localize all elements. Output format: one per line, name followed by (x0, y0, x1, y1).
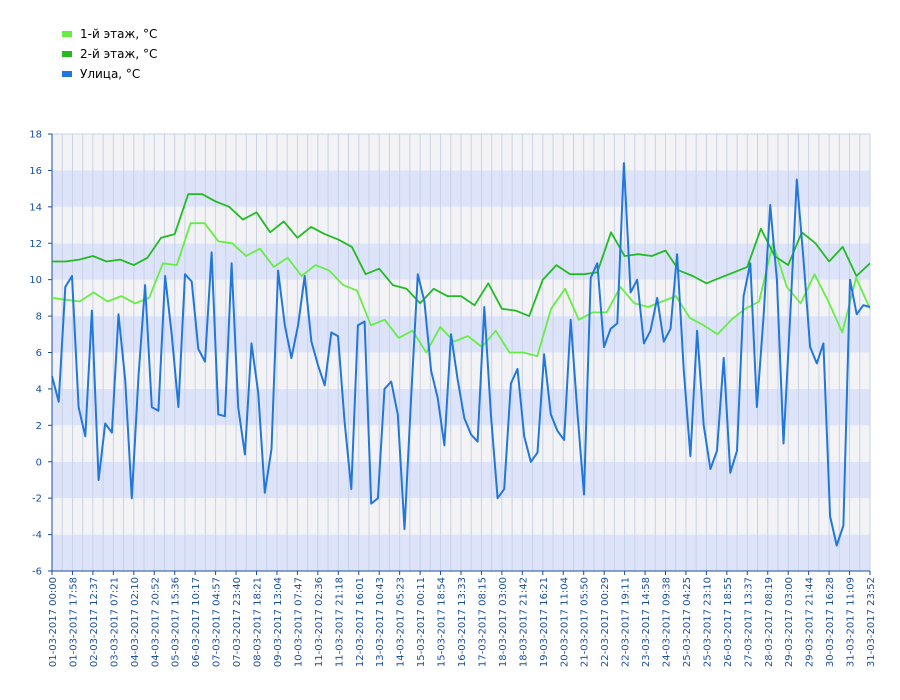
legend-label: 1-й этаж, °C (80, 27, 157, 41)
series-line-3 (51, 162, 871, 547)
x-tick-label: 05-03-2017 15:36 (171, 577, 182, 667)
x-tick-label: 02-03-2017 12:37 (89, 577, 100, 667)
x-tick-label: 06-03-2017 10:17 (191, 577, 202, 667)
x-tick-label: 28-03-2017 08:19 (764, 577, 775, 667)
x-tick-label: 12-03-2017 16:01 (355, 577, 366, 667)
y-tick-label: -6 (32, 567, 42, 578)
x-tick-label: 18-03-2017 03:00 (498, 577, 509, 667)
legend: 1-й этаж, °C 2-й этаж, °C Улица, °C (62, 27, 157, 81)
y-tick-label: 16 (29, 166, 42, 177)
x-tick-label: 20-03-2017 11:04 (559, 577, 570, 667)
x-tick-label: 13-03-2017 10:43 (375, 577, 386, 667)
y-tick-label: 4 (36, 384, 42, 395)
x-tick-label: 10-03-2017 07:47 (293, 577, 304, 667)
y-tick-label: 18 (29, 130, 42, 141)
x-tick-label: 31-03-2017 23:52 (866, 577, 877, 667)
legend-label: 2-й этаж, °C (80, 47, 157, 61)
x-tick-label: 23-03-2017 14:58 (641, 577, 652, 667)
y-tick-label: 8 (36, 312, 42, 323)
x-tick-label: 07-03-2017 04:57 (212, 577, 223, 667)
legend-label: Улица, °C (80, 67, 140, 81)
x-tick-label: 16-03-2017 13:33 (457, 577, 468, 667)
x-tick-label: 27-03-2017 13:37 (743, 577, 754, 667)
x-tick-label: 29-03-2017 03:00 (784, 577, 795, 667)
x-tick-label: 11-03-2017 02:36 (314, 577, 325, 667)
x-axis: 01-03-2017 00:00 01-03-2017 17:58 02-03-20… (48, 571, 877, 667)
y-tick-label: 12 (29, 239, 42, 250)
x-tick-label: 26-03-2017 18:55 (723, 577, 734, 667)
x-tick-label: 31-03-2017 11:09 (846, 577, 857, 667)
y-tick-label: 10 (29, 275, 42, 286)
vertical-gridlines (51, 134, 871, 571)
x-tick-label: 25-03-2017 23:10 (702, 577, 713, 667)
y-tick-label: 0 (36, 457, 42, 468)
x-tick-label: 22-03-2017 19:11 (621, 577, 632, 667)
y-tick-label: 2 (36, 421, 42, 432)
y-tick-label: -4 (32, 530, 42, 541)
legend-swatch (62, 51, 72, 57)
x-tick-label: 21-03-2017 05:50 (580, 577, 591, 667)
series-line-2 (52, 193, 871, 318)
x-tick-label: 01-03-2017 00:00 (48, 577, 59, 667)
x-tick-label: 18-03-2017 21:42 (518, 577, 529, 667)
x-tick-label: 07-03-2017 23:40 (232, 577, 243, 667)
legend-swatch (62, 31, 72, 37)
x-tick-label: 17-03-2017 08:15 (477, 577, 488, 667)
x-tick-label: 19-03-2017 16:21 (539, 577, 550, 667)
y-tick-label: 6 (36, 348, 42, 359)
x-tick-label: 14-03-2017 05:23 (396, 577, 407, 667)
x-tick-label: 24-03-2017 09:38 (662, 577, 673, 667)
x-tick-label: 09-03-2017 13:04 (273, 577, 284, 667)
y-tick-label: 14 (29, 202, 42, 213)
x-tick-label: 04-03-2017 02:10 (130, 577, 141, 667)
x-tick-label: 01-03-2017 17:58 (68, 577, 79, 667)
x-tick-label: 11-03-2017 21:18 (334, 577, 345, 667)
x-tick-label: 04-03-2017 20:52 (150, 577, 161, 667)
y-tick-label: -2 (32, 494, 42, 505)
x-tick-label: 25-03-2017 04:25 (682, 577, 693, 667)
x-tick-label: 30-03-2017 16:28 (825, 577, 836, 667)
x-tick-label: 29-03-2017 21:44 (805, 577, 816, 667)
series-line-1 (51, 222, 871, 358)
series-lines (51, 162, 871, 547)
x-tick-label: 22-03-2017 00:29 (600, 577, 611, 667)
legend-swatch (62, 71, 72, 77)
x-tick-label: 08-03-2017 18:21 (253, 577, 264, 667)
x-tick-label: 15-03-2017 00:11 (416, 577, 427, 667)
x-tick-label: 15-03-2017 18:54 (437, 577, 448, 667)
x-tick-label: 03-03-2017 07:21 (109, 577, 120, 667)
